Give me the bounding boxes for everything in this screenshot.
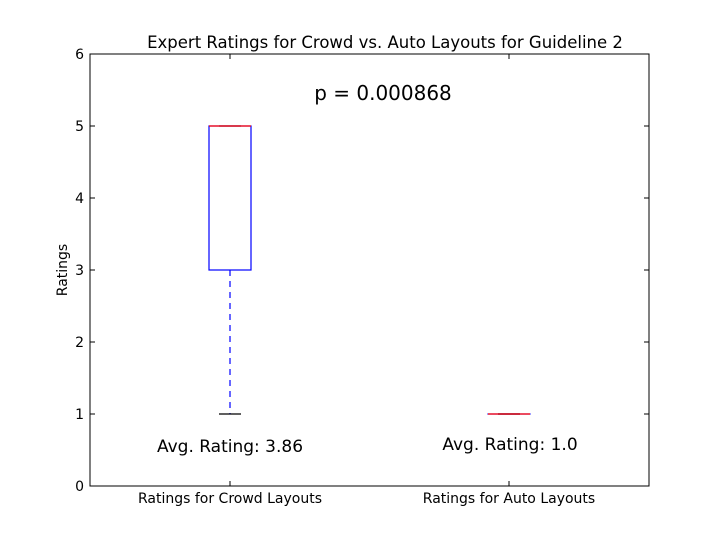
x-tick-label-1: Ratings for Auto Layouts	[423, 491, 595, 507]
y-tick-label-4: 4	[75, 191, 84, 207]
p-value-annotation: p = 0.000868	[314, 81, 452, 105]
y-axis: 0 1 2 3 4 5 6	[75, 47, 649, 495]
y-axis-label: Ratings	[55, 244, 71, 296]
y-tick-label-6: 6	[75, 47, 84, 63]
box-rect-0	[208, 125, 252, 271]
y-tick-label-0: 0	[75, 479, 84, 495]
y-tick-label-5: 5	[75, 119, 84, 135]
x-axis: Ratings for Crowd Layouts Ratings for Aut…	[138, 54, 595, 507]
boxes	[208, 125, 531, 415]
chart-title: Expert Ratings for Crowd vs. Auto Layout…	[147, 33, 623, 52]
y-tick-label-3: 3	[75, 263, 84, 279]
x-tick-label-0: Ratings for Crowd Layouts	[138, 491, 322, 507]
plot-frame	[89, 53, 650, 487]
y-tick-label-2: 2	[75, 335, 84, 351]
avg-rating-auto: Avg. Rating: 1.0	[442, 435, 577, 455]
box-0	[208, 125, 252, 415]
y-tick-label-1: 1	[75, 407, 84, 423]
avg-rating-crowd: Avg. Rating: 3.86	[157, 437, 303, 457]
